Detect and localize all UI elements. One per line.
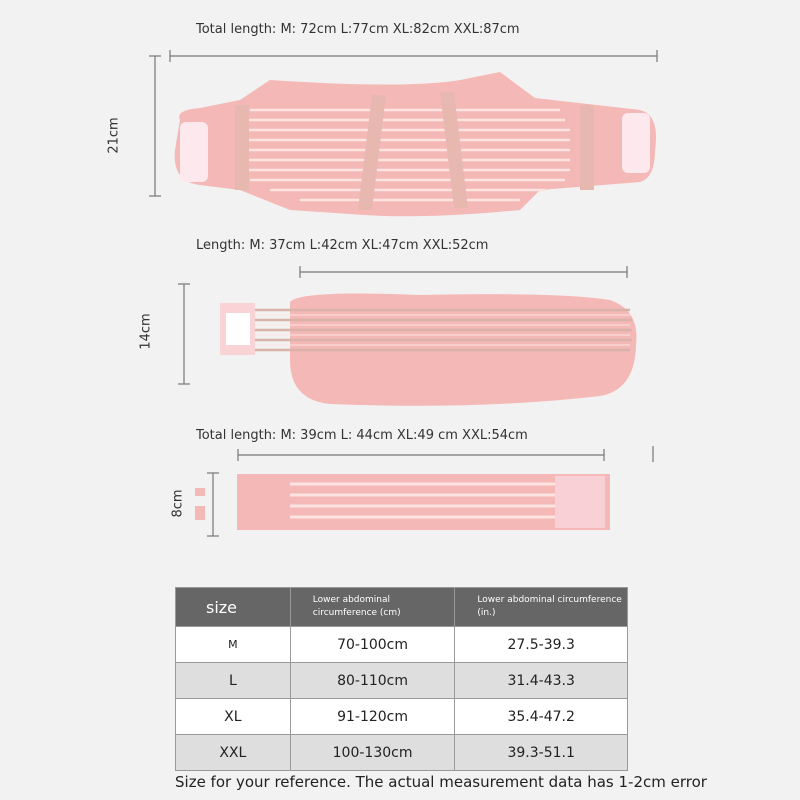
- table-row: M 70-100cm 27.5-39.3: [175, 626, 628, 663]
- table-row: L 80-110cm 31.4-43.3: [175, 662, 628, 699]
- product-3-height-label: 8cm: [170, 489, 186, 518]
- cm-cell: 100-130cm: [289, 734, 456, 771]
- size-cell: XL: [175, 698, 291, 735]
- belt-medium: [220, 293, 637, 406]
- product-2-height-label: 14cm: [138, 313, 154, 350]
- table-row: XL 91-120cm 35.4-47.2: [175, 698, 628, 735]
- caption: Size for your reference. The actual meas…: [175, 773, 707, 791]
- table-row: XXL 100-130cm 39.3-51.1: [175, 734, 628, 771]
- product-1-length-label: Total length: M: 72cm L:77cm XL:82cm XXL…: [196, 22, 520, 37]
- size-table: size Lower abdominal circumference (cm) …: [175, 587, 628, 771]
- header-cm: Lower abdominal circumference (cm): [289, 587, 456, 627]
- size-cell: XXL: [175, 734, 291, 771]
- size-cell: M: [175, 626, 291, 663]
- header-size: size: [175, 587, 291, 627]
- in-cell: 27.5-39.3: [454, 626, 628, 663]
- cm-cell: 80-110cm: [289, 662, 456, 699]
- product-2-length-label: Length: M: 37cm L:42cm XL:47cm XXL:52cm: [196, 238, 489, 253]
- product-3-length-label: Total length: M: 39cm L: 44cm XL:49 cm X…: [196, 428, 528, 443]
- size-cell: L: [175, 662, 291, 699]
- cm-cell: 70-100cm: [289, 626, 456, 663]
- cm-cell: 91-120cm: [289, 698, 456, 735]
- belt-small: [195, 474, 610, 530]
- in-cell: 31.4-43.3: [454, 662, 628, 699]
- table-header-row: size Lower abdominal circumference (cm) …: [175, 587, 628, 627]
- header-in: Lower abdominal circumference (in.): [454, 587, 628, 627]
- in-cell: 35.4-47.2: [454, 698, 628, 735]
- product-1-height-label: 21cm: [106, 117, 122, 154]
- product-illustrations: [149, 50, 658, 537]
- belt-large: [174, 72, 656, 217]
- in-cell: 39.3-51.1: [454, 734, 628, 771]
- dimension-lines: [149, 50, 658, 537]
